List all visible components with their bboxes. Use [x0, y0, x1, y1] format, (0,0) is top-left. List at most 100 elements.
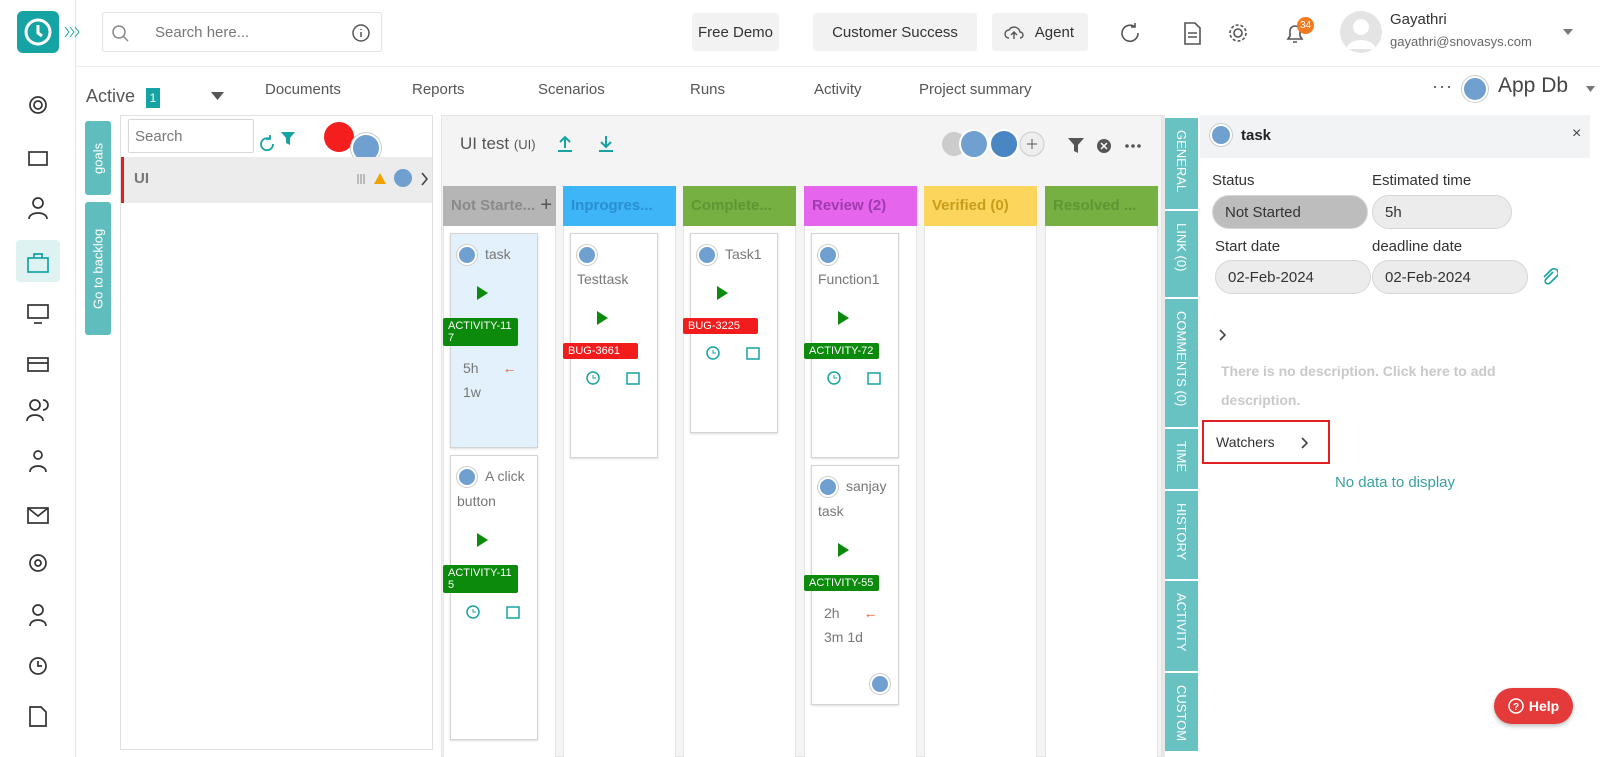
task-card[interactable]: sanjay task ACTIVITY-55 2h ← 3m 1d — [804, 465, 899, 705]
card-title: Task1 — [725, 246, 762, 262]
close-button[interactable]: × — [1572, 125, 1582, 142]
help-button[interactable]: ? Help — [1494, 688, 1573, 724]
task-card[interactable]: task ACTIVITY-117 5h ← 1w — [443, 233, 538, 448]
overdue-icon: ← — [502, 360, 517, 376]
info-icon[interactable] — [351, 23, 371, 43]
description[interactable]: There is no description. Click here to a… — [1221, 363, 1496, 408]
play-icon-svg — [838, 543, 849, 557]
detail-tab[interactable]: ACTIVITY — [1165, 581, 1198, 673]
card-deadline: 3m 1d — [824, 629, 863, 645]
refresh-filter-icons[interactable] — [259, 130, 299, 156]
watchers-toggle[interactable]: Watchers — [1202, 420, 1330, 464]
column: Review (2) Function1 ACTIVITY-72 sanjay tas… — [804, 186, 917, 757]
column: Inprogres... Testtask BUG-3661 — [563, 186, 676, 757]
goal-search[interactable]: Search — [128, 119, 254, 153]
user-avatar-icon — [1346, 19, 1376, 49]
estimate-label: Estimated time — [1372, 172, 1472, 189]
agent-button[interactable]: Agent — [992, 13, 1088, 51]
goals-button[interactable]: goals — [85, 121, 111, 195]
attachment-icon[interactable] — [1542, 268, 1558, 286]
play-icon — [836, 310, 892, 329]
goal-row[interactable]: UI — [121, 157, 432, 203]
column: Not Starte... + task ACTIVITY-117 5h ← 1w A cli… — [443, 186, 556, 757]
detail-tab[interactable]: COMMENTS (0) — [1165, 299, 1198, 429]
card-deadline: 1w — [463, 384, 481, 400]
tab[interactable]: Runs — [690, 81, 726, 98]
card-avatar — [577, 245, 597, 266]
overdue-icon: ← — [863, 605, 878, 621]
detail-tab[interactable]: HISTORY — [1165, 491, 1198, 581]
detail-avatar — [1210, 124, 1232, 146]
tab[interactable]: Scenarios — [538, 81, 605, 98]
play-icon-svg — [838, 311, 849, 325]
task-card[interactable]: Function1 ACTIVITY-72 — [804, 233, 899, 458]
icon-sidebar — [0, 0, 80, 757]
card-avatar — [457, 467, 477, 488]
tab[interactable]: Activity — [814, 81, 862, 98]
column-title: Resolved ... — [1053, 197, 1137, 214]
active-nav — [16, 240, 60, 282]
project-caret[interactable] — [1586, 86, 1595, 92]
tab[interactable]: Documents — [265, 81, 341, 98]
project-avatar — [1462, 76, 1488, 102]
board-actions[interactable] — [1067, 136, 1147, 156]
task-card[interactable]: Task1 BUG-3225 — [683, 233, 778, 433]
column: Complete... Task1 BUG-3225 — [683, 186, 796, 757]
estimate-input[interactable]: 5h — [1372, 195, 1512, 229]
logo[interactable] — [17, 11, 59, 53]
task-card[interactable]: A click button ACTIVITY-115 — [443, 455, 538, 740]
backlog-button[interactable]: Go to backlog — [85, 202, 111, 335]
upload-download-icons[interactable] — [556, 134, 626, 154]
free-demo-button[interactable]: Free Demo — [692, 13, 779, 51]
status-caret[interactable] — [211, 92, 224, 100]
add-card[interactable]: + — [540, 194, 552, 216]
user-caret[interactable] — [1563, 29, 1573, 35]
column-header: Resolved ... — [1045, 186, 1158, 226]
status-filter[interactable]: Active — [86, 86, 136, 106]
empty-message: No data to display — [1334, 474, 1456, 491]
search-box[interactable]: Search here... — [102, 12, 382, 52]
play-icon — [836, 542, 892, 561]
card-tag: BUG-3661 — [563, 343, 638, 359]
user-email: gayathri@snovasys.com — [1390, 34, 1532, 49]
play-icon — [715, 285, 771, 304]
status-label: Status — [1212, 172, 1255, 189]
card-title: A click button — [457, 468, 525, 509]
task-card[interactable]: Testtask BUG-3661 — [563, 233, 658, 458]
column-title: Inprogres... — [571, 197, 653, 214]
column-header: Inprogres... — [563, 186, 676, 226]
divider — [76, 66, 1600, 67]
deadline-input[interactable]: 02-Feb-2024 — [1372, 260, 1528, 294]
status-select[interactable]: Not Started — [1212, 195, 1368, 229]
description-toggle[interactable] — [1218, 328, 1228, 342]
card-title: Function1 — [818, 271, 880, 287]
detail-tab[interactable]: CUSTOM — [1165, 673, 1198, 753]
nav-icons[interactable] — [0, 90, 76, 757]
column-header: Not Starte... + — [443, 186, 556, 226]
deadline-label: deadline date — [1372, 238, 1463, 255]
card-action-icons-svg — [827, 371, 881, 385]
customer-success-button[interactable]: Customer Success — [813, 13, 977, 51]
tab[interactable]: Reports — [412, 81, 465, 98]
start-input[interactable]: 02-Feb-2024 — [1215, 260, 1371, 294]
column-header: Review (2) — [804, 186, 917, 226]
expand-icon[interactable] — [64, 26, 80, 38]
more-menu[interactable]: ··· — [1432, 76, 1453, 96]
board-code: (UI) — [513, 137, 536, 152]
card-estimate-row: 2h ← — [824, 601, 892, 625]
tab[interactable]: Project summary — [919, 81, 1032, 98]
card-title: Testtask — [577, 271, 629, 287]
member-avatars[interactable] — [940, 126, 1055, 162]
card-tag: ACTIVITY-72 — [804, 343, 879, 359]
detail-tab[interactable]: LINK (0) — [1165, 211, 1198, 299]
user-name: Gayathri — [1390, 11, 1447, 28]
user-avatar[interactable] — [1340, 11, 1382, 53]
card-tag: BUG-3225 — [683, 318, 758, 334]
goal-list: Search UI — [120, 115, 433, 750]
board: UI test (UI) — [441, 115, 1162, 757]
column-title: Review (2) — [812, 197, 887, 214]
project-name[interactable]: App Db — [1498, 74, 1569, 97]
play-icon — [475, 532, 531, 551]
detail-tab[interactable]: TIME — [1165, 429, 1198, 491]
detail-tab[interactable]: GENERAL — [1165, 118, 1198, 211]
